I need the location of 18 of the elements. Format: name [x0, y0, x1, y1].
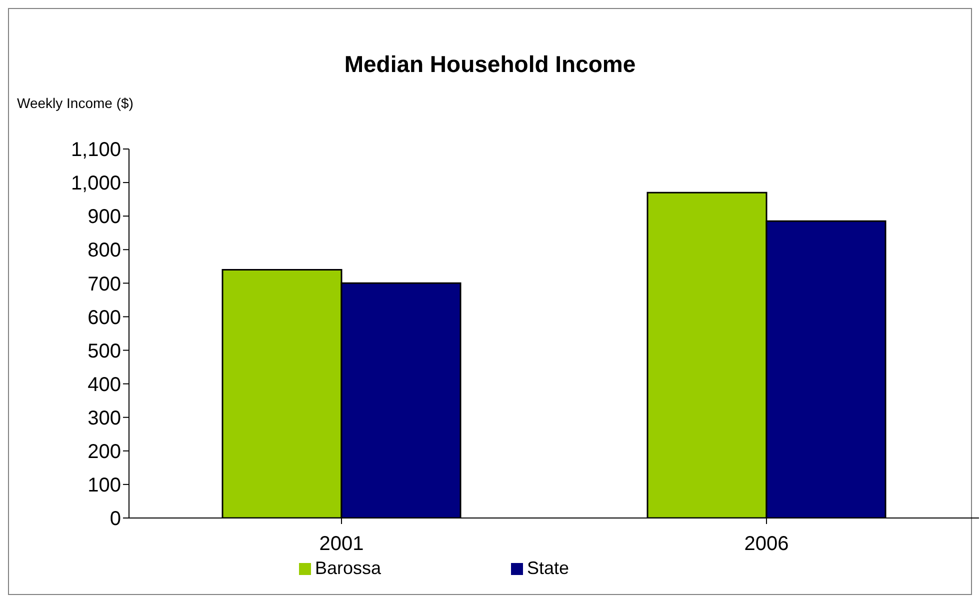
y-tick-label: 100 [88, 474, 121, 497]
y-tick-label: 1,000 [70, 172, 121, 195]
chart-title: Median Household Income [343, 51, 637, 78]
x-tick-label: 2006 [744, 533, 789, 556]
legend-label: Barossa [314, 558, 381, 578]
y-tick-label: 300 [88, 407, 121, 430]
legend-label: State [527, 558, 570, 578]
y-tick-label: 1,100 [70, 139, 121, 162]
y-tick-label: 800 [88, 240, 121, 262]
y-tick-label: 900 [88, 206, 121, 228]
y-tick-label: 700 [88, 273, 121, 296]
y-tick-label: 200 [88, 441, 121, 464]
y-tick-label: 400 [88, 374, 121, 396]
y-tick-label: 0 [110, 508, 121, 530]
y-tick-label: 500 [88, 340, 121, 362]
y-axis-title: Weekly Income ($) [17, 95, 134, 111]
x-tick-label: 2001 [319, 533, 364, 556]
y-tick-label: 600 [88, 306, 121, 329]
